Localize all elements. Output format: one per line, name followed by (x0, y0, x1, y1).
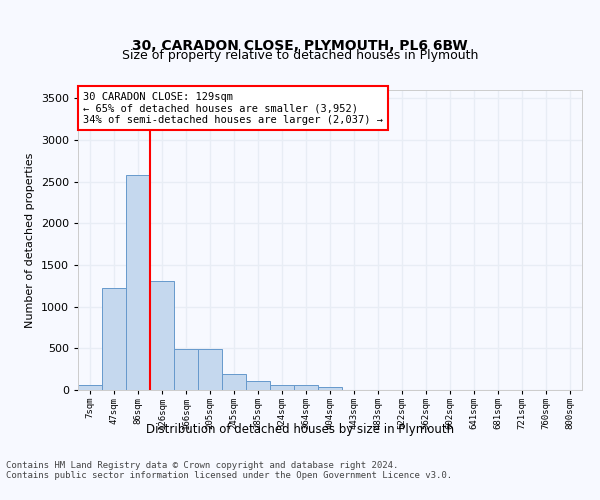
Bar (198, 349, 222, 390)
Bar (222, 374, 246, 390)
Text: Contains HM Land Registry data © Crown copyright and database right 2024.
Contai: Contains HM Land Registry data © Crown c… (6, 460, 452, 480)
Bar (318, 386, 342, 390)
Text: 30, CARADON CLOSE, PLYMOUTH, PL6 6BW: 30, CARADON CLOSE, PLYMOUTH, PL6 6BW (132, 38, 468, 52)
Text: 30 CARADON CLOSE: 129sqm
← 65% of detached houses are smaller (3,952)
34% of sem: 30 CARADON CLOSE: 129sqm ← 65% of detach… (83, 92, 383, 124)
Bar (150, 281, 174, 390)
Y-axis label: Number of detached properties: Number of detached properties (25, 152, 35, 328)
Bar (294, 386, 318, 390)
Bar (102, 288, 126, 390)
Bar (126, 175, 150, 390)
Bar (78, 385, 102, 390)
Bar (246, 381, 270, 390)
Bar (174, 349, 198, 390)
Text: Distribution of detached houses by size in Plymouth: Distribution of detached houses by size … (146, 422, 454, 436)
Text: Size of property relative to detached houses in Plymouth: Size of property relative to detached ho… (122, 50, 478, 62)
Bar (270, 386, 294, 390)
